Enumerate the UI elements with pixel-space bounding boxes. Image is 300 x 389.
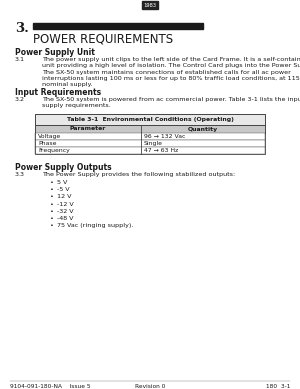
Text: 3.1: 3.1 bbox=[15, 57, 25, 62]
Text: Table 3-1  Environmental Conditions (Operating): Table 3-1 Environmental Conditions (Oper… bbox=[67, 117, 233, 122]
Text: -32 V: -32 V bbox=[57, 209, 74, 214]
Text: •: • bbox=[50, 187, 54, 192]
Text: Frequency: Frequency bbox=[38, 148, 70, 153]
Text: 12 V: 12 V bbox=[57, 194, 71, 200]
Text: POWER REQUIREMENTS: POWER REQUIREMENTS bbox=[33, 32, 173, 45]
Text: Single: Single bbox=[144, 141, 163, 146]
Text: •: • bbox=[50, 180, 54, 185]
Text: 3.2: 3.2 bbox=[15, 97, 25, 102]
Text: •: • bbox=[50, 223, 54, 228]
Bar bbox=[35, 140, 265, 147]
Text: The power supply unit clips to the left side of the Card Frame. It is a self-con: The power supply unit clips to the left … bbox=[42, 57, 300, 68]
Text: The SX-50 system is powered from ac commercial power. Table 3-1 lists the input
: The SX-50 system is powered from ac comm… bbox=[42, 97, 300, 108]
Text: Input Requirements: Input Requirements bbox=[15, 88, 101, 97]
Text: 47 → 63 Hz: 47 → 63 Hz bbox=[144, 148, 178, 153]
Bar bbox=[35, 125, 265, 133]
Text: 1983: 1983 bbox=[143, 2, 157, 7]
Bar bbox=[35, 147, 265, 154]
Text: Quantity: Quantity bbox=[188, 126, 218, 131]
Text: Parameter: Parameter bbox=[70, 126, 106, 131]
Text: Power Supply Unit: Power Supply Unit bbox=[15, 48, 95, 57]
Text: Revision 0: Revision 0 bbox=[135, 384, 165, 389]
Text: •: • bbox=[50, 209, 54, 214]
Text: The Power Supply provides the following stabilized outputs:: The Power Supply provides the following … bbox=[42, 172, 235, 177]
Text: 3.: 3. bbox=[15, 22, 29, 35]
Text: 75 Vac (ringing supply).: 75 Vac (ringing supply). bbox=[57, 223, 134, 228]
Text: •: • bbox=[50, 202, 54, 207]
Text: 3.3: 3.3 bbox=[15, 172, 25, 177]
Text: •: • bbox=[50, 216, 54, 221]
Text: Power Supply Outputs: Power Supply Outputs bbox=[15, 163, 112, 172]
Bar bbox=[35, 133, 265, 140]
Text: -12 V: -12 V bbox=[57, 202, 74, 207]
Bar bbox=[35, 114, 265, 125]
Text: -5 V: -5 V bbox=[57, 187, 70, 192]
Bar bbox=[33, 23, 203, 28]
Text: 96 → 132 Vac: 96 → 132 Vac bbox=[144, 134, 185, 139]
Text: 5 V: 5 V bbox=[57, 180, 68, 185]
Text: 180  3-1: 180 3-1 bbox=[266, 384, 290, 389]
Text: Phase: Phase bbox=[38, 141, 56, 146]
Text: -48 V: -48 V bbox=[57, 216, 74, 221]
Text: 9104-091-180-NA    Issue 5: 9104-091-180-NA Issue 5 bbox=[10, 384, 91, 389]
Bar bbox=[35, 114, 265, 154]
Text: Voltage: Voltage bbox=[38, 134, 61, 139]
Text: •: • bbox=[50, 194, 54, 200]
Text: The SX-50 system maintains connections of established calls for all ac power
int: The SX-50 system maintains connections o… bbox=[42, 70, 300, 88]
